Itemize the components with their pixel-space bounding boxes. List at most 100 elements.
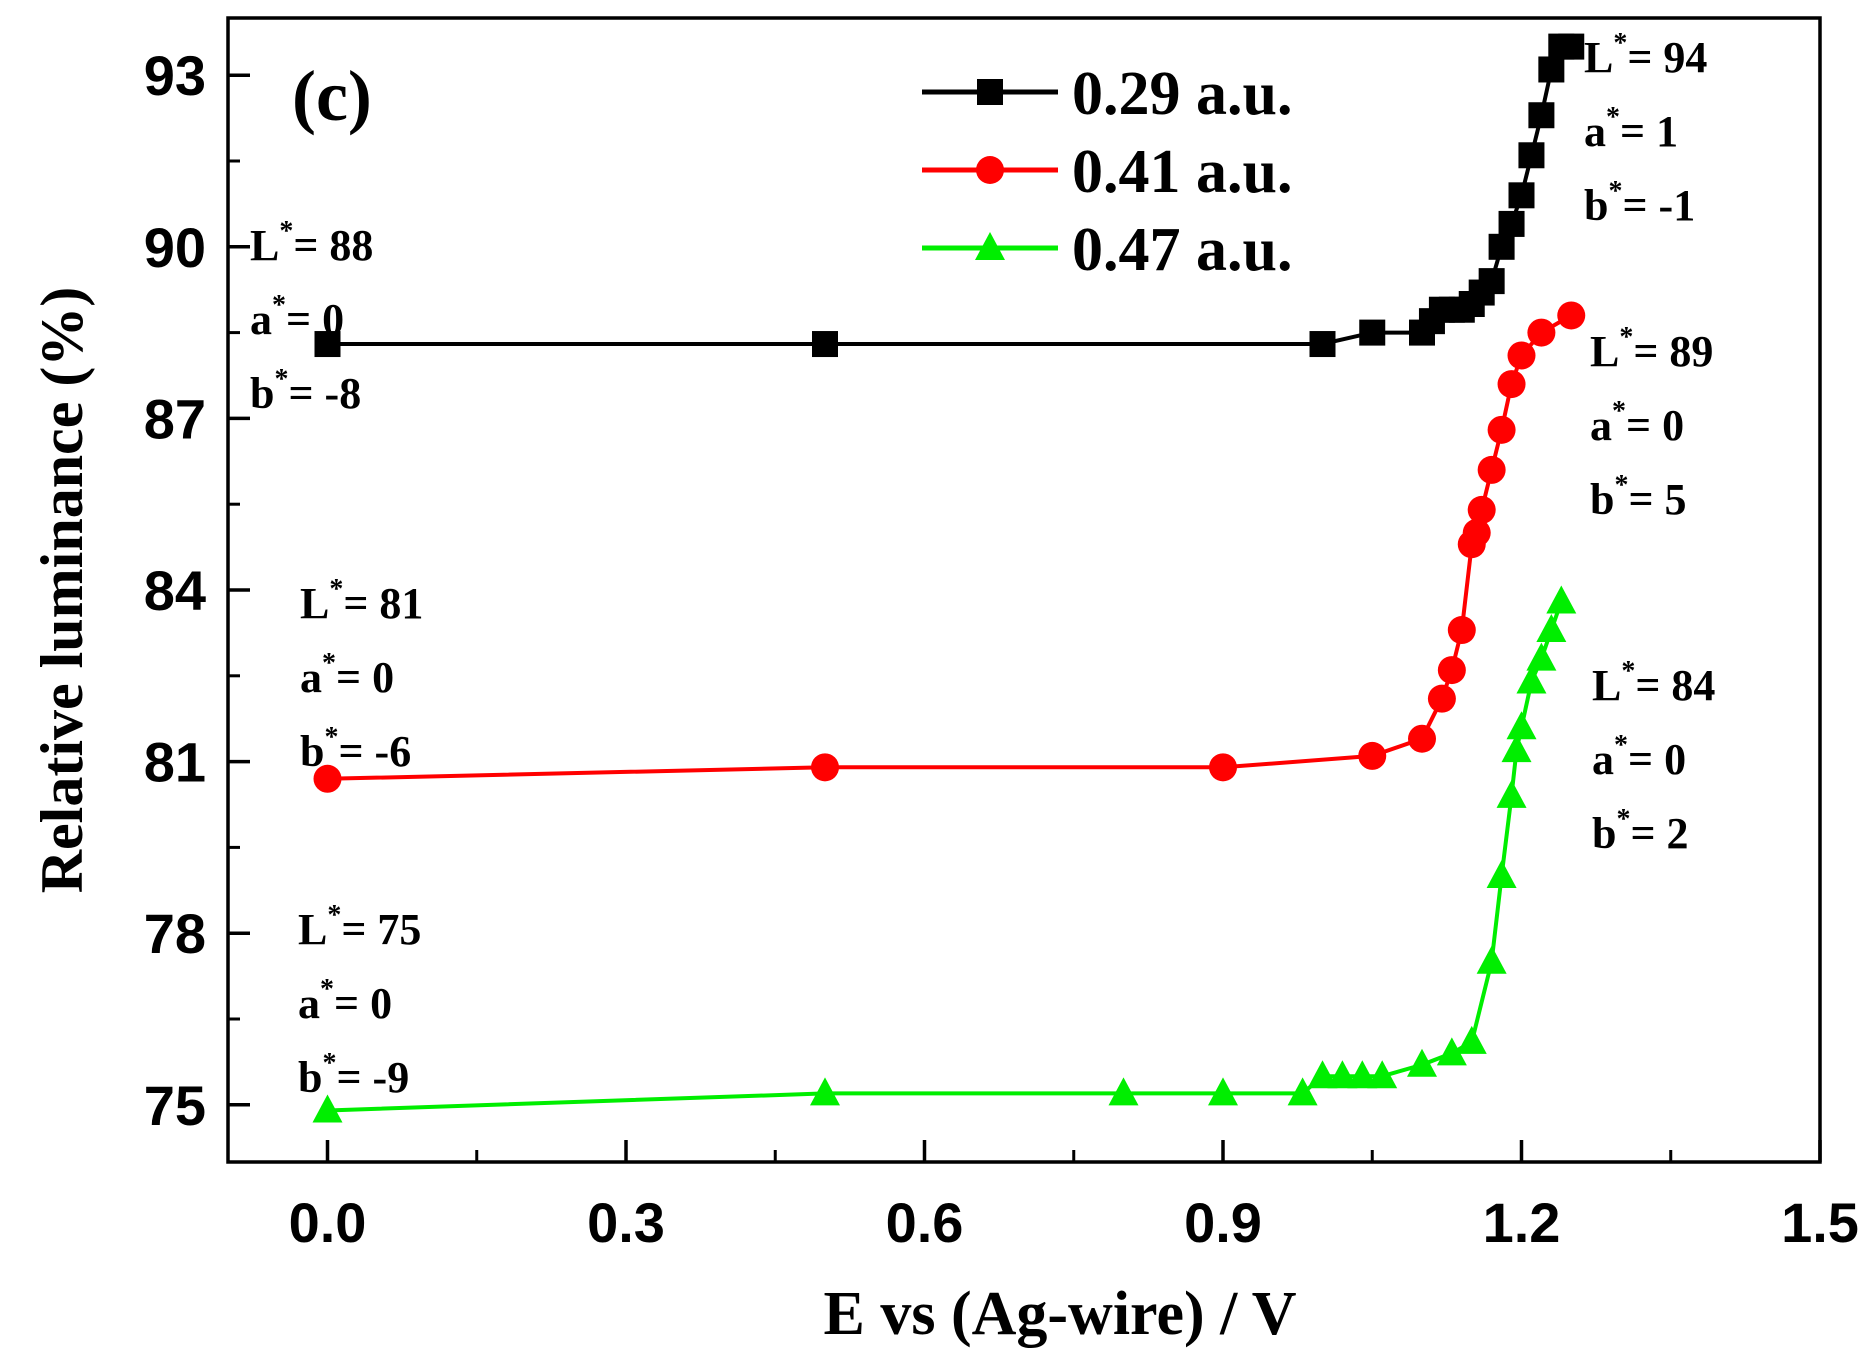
annotation-superscript: *: [279, 216, 293, 247]
annotation-symbol: a: [1590, 401, 1612, 450]
annotation-line: a*= 1: [1584, 102, 1678, 156]
data-point: [1462, 518, 1491, 547]
annotation-symbol: b: [1590, 475, 1614, 524]
annotation-superscript: *: [1606, 102, 1620, 133]
annotation-superscript: *: [1613, 28, 1627, 59]
annotation-value: = -1: [1622, 181, 1695, 230]
data-point: [1307, 1060, 1338, 1089]
x-tick-label: 0.9: [1184, 1191, 1262, 1254]
data-point: [1447, 616, 1476, 645]
series-layer: [312, 33, 1586, 1123]
legend: 0.29 a.u. 0.41 a.u. 0.47 a.u.: [922, 60, 1292, 284]
data-point: [1518, 142, 1545, 169]
annotation-value: = 84: [1635, 661, 1715, 710]
annotation-value: = 75: [341, 905, 421, 954]
legend-marker: [975, 232, 1005, 260]
annotation-symbol: a: [1592, 735, 1614, 784]
y-tick-label: 75: [144, 1074, 206, 1137]
legend-label: 0.47 a.u.: [1072, 216, 1292, 284]
annotation-superscript: *: [1614, 470, 1628, 501]
data-point: [1557, 301, 1586, 330]
annotation-superscript: *: [272, 290, 286, 321]
x-tick-label: 0.3: [587, 1191, 665, 1254]
legend-entry: 0.29 a.u.: [922, 60, 1292, 128]
annotation-symbol: L: [1592, 661, 1621, 710]
annotation-line: a*= 0: [1592, 730, 1686, 784]
x-tick-label: 0.0: [289, 1191, 367, 1254]
ann-black-start: L*= 88a*= 0b*= -8: [250, 216, 373, 418]
data-point: [1358, 741, 1387, 770]
annotation-line: L*= 81: [300, 574, 423, 628]
annotation-line: L*= 88: [250, 216, 373, 270]
annotation-value: = 1: [1620, 107, 1678, 156]
data-point: [1208, 1077, 1238, 1106]
plot-frame: [226, 16, 1822, 1164]
y-tick-label: 87: [144, 387, 206, 450]
data-point: [1108, 1077, 1139, 1106]
annotation-line: b*= -9: [298, 1048, 409, 1102]
data-point: [313, 764, 342, 793]
legend-entry: 0.47 a.u.: [922, 216, 1292, 284]
annotation-line: b*= 5: [1590, 470, 1687, 524]
annotation-value: = 5: [1628, 475, 1686, 524]
x-axis-ticks: 0.0 0.3 0.6 0.9 1.2 1.5: [289, 1140, 1859, 1254]
annotation-superscript: *: [1616, 804, 1630, 835]
annotation-superscript: *: [327, 900, 341, 931]
ann-green-end: L*= 84a*= 0b*= 2: [1592, 656, 1715, 858]
annotation-value: = 0: [286, 295, 344, 344]
data-point: [1209, 753, 1237, 782]
annotation-superscript: *: [1612, 396, 1626, 427]
data-point: [1546, 585, 1577, 614]
annotation-value: = 94: [1627, 33, 1707, 82]
data-point: [1486, 860, 1517, 888]
data-point: [314, 331, 341, 358]
data-point: [811, 753, 839, 782]
annotation-superscript: *: [329, 574, 343, 605]
annotation-symbol: a: [300, 653, 322, 702]
annotation-line: a*= 0: [298, 974, 392, 1028]
y-axis-ticks: 75 78 81 84 87 90 93: [144, 44, 250, 1137]
series-2: [313, 301, 1586, 793]
annotation-superscript: *: [1619, 322, 1633, 353]
data-point: [1477, 455, 1506, 484]
annotation-line: a*= 0: [1590, 396, 1684, 450]
x-tick-label: 0.6: [886, 1191, 964, 1254]
data-point: [1507, 341, 1536, 370]
annotation-symbol: b: [1584, 181, 1608, 230]
data-point: [1516, 665, 1547, 694]
data-point: [1488, 233, 1515, 260]
data-point: [1408, 724, 1436, 753]
series-3: [312, 585, 1577, 1123]
annotation-symbol: b: [250, 369, 274, 418]
annotation-superscript: *: [1614, 730, 1628, 761]
annotation-symbol: a: [250, 295, 272, 344]
data-point: [1538, 56, 1565, 83]
annotation-value: = -6: [338, 727, 411, 776]
y-tick-label: 84: [144, 559, 206, 622]
annotation-line: L*= 94: [1584, 28, 1707, 82]
legend-entry: 0.41 a.u.: [922, 138, 1292, 206]
data-point: [1526, 642, 1557, 671]
data-point: [1496, 779, 1527, 808]
data-point: [1407, 1048, 1437, 1077]
x-tick-label: 1.2: [1483, 1191, 1561, 1254]
annotation-line: L*= 84: [1592, 656, 1715, 710]
ann-red-start: L*= 81a*= 0b*= -6: [300, 574, 423, 776]
legend-label: 0.41 a.u.: [1072, 138, 1292, 206]
annotation-superscript: *: [1608, 176, 1622, 207]
annotation-line: L*= 75: [298, 900, 421, 954]
data-point: [1347, 1060, 1378, 1089]
data-point: [1506, 711, 1537, 740]
annotation-value: = 0: [1628, 735, 1686, 784]
data-point: [1456, 1025, 1487, 1054]
annotation-superscript: *: [274, 364, 288, 395]
annotations: L*= 88a*= 0b*= -8L*= 94a*= 1b*= -1L*= 81…: [250, 28, 1715, 1102]
annotation-symbol: L: [298, 905, 327, 954]
data-point: [1487, 415, 1516, 444]
data-point: [1467, 495, 1496, 524]
annotation-symbol: L: [1584, 33, 1613, 82]
ann-red-end: L*= 89a*= 0b*= 5: [1590, 322, 1713, 524]
legend-marker: [976, 156, 1004, 184]
series-1: [314, 33, 1585, 358]
